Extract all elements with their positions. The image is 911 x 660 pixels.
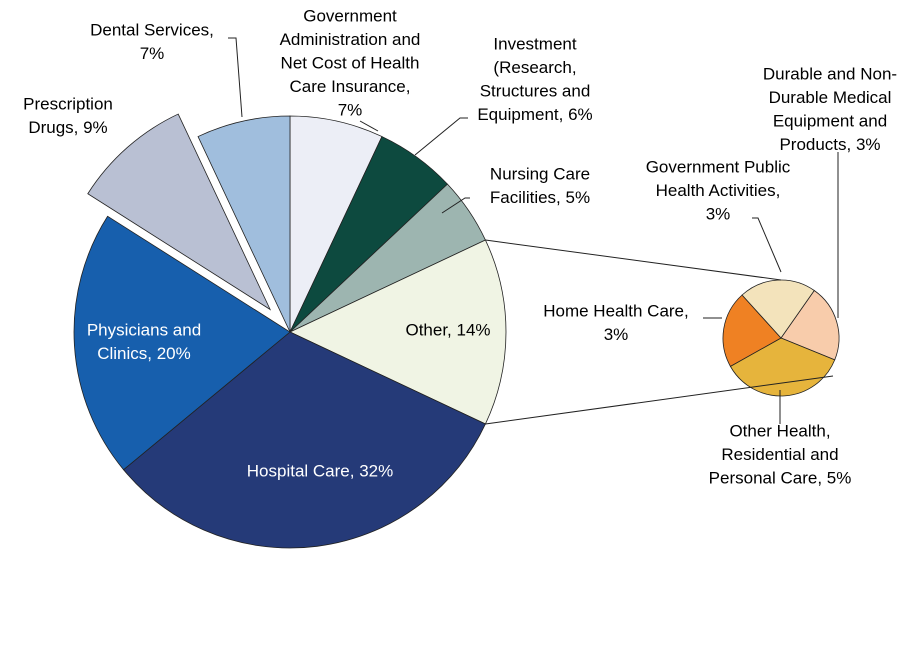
slice-label: Facilities, 5%: [490, 188, 590, 207]
sub-slice-label: Products, 3%: [779, 135, 880, 154]
sub-slice-label: Durable and Non-: [763, 64, 897, 83]
slice-label: Prescription: [23, 94, 113, 113]
leader-line: [414, 117, 468, 156]
slice-label: 7%: [338, 100, 363, 119]
sub-pie-slice: [722, 294, 782, 367]
sub-slice-label: Home Health Care,: [543, 301, 689, 320]
connector-line: [485, 375, 834, 425]
sub-pie-slice: [780, 289, 840, 361]
slice-label: Investment: [493, 34, 576, 53]
pie-slice: [73, 215, 291, 471]
slice-label: Care Insurance,: [290, 77, 411, 96]
leader-line: [228, 37, 243, 118]
sub-slice-label: Equipment and: [773, 111, 887, 130]
sub-pie-slice: [729, 337, 836, 397]
slice-label: Nursing Care: [490, 164, 590, 183]
leader-line: [752, 217, 782, 273]
slice-label: Drugs, 9%: [28, 118, 107, 137]
sub-slice-label: 3%: [706, 204, 731, 223]
slice-label: Structures and: [480, 81, 591, 100]
sub-slice-label: Residential and: [721, 445, 838, 464]
slice-label: Physicians and: [87, 320, 201, 339]
pie-slice: [123, 331, 486, 549]
sub-slice-label: Health Activities,: [656, 181, 781, 200]
slice-label: Other, 14%: [405, 320, 490, 339]
leader-line: [441, 197, 470, 214]
slice-label: Hospital Care, 32%: [247, 461, 393, 480]
sub-slice-label: Durable Medical: [769, 88, 892, 107]
slice-label: Dental Services,: [90, 20, 214, 39]
leader-line: [359, 120, 379, 132]
pie-slice: [289, 239, 507, 425]
sub-slice-label: Other Health,: [729, 421, 830, 440]
pie-slice: [87, 113, 272, 311]
sub-slice-label: Personal Care, 5%: [709, 468, 852, 487]
sub-slice-label: Government Public: [646, 157, 791, 176]
pie-slice: [197, 115, 291, 333]
slice-label: Administration and: [280, 30, 421, 49]
slice-label: Equipment, 6%: [477, 105, 592, 124]
slice-label: 7%: [140, 44, 165, 63]
slice-label: (Research,: [493, 58, 576, 77]
sub-pie-slice: [741, 279, 815, 339]
connector-line: [485, 239, 782, 281]
slice-label: Clinics, 20%: [97, 344, 191, 363]
slice-label: Net Cost of Health: [281, 53, 420, 72]
slice-label: Government: [303, 6, 397, 25]
sub-slice-label: 3%: [604, 325, 629, 344]
